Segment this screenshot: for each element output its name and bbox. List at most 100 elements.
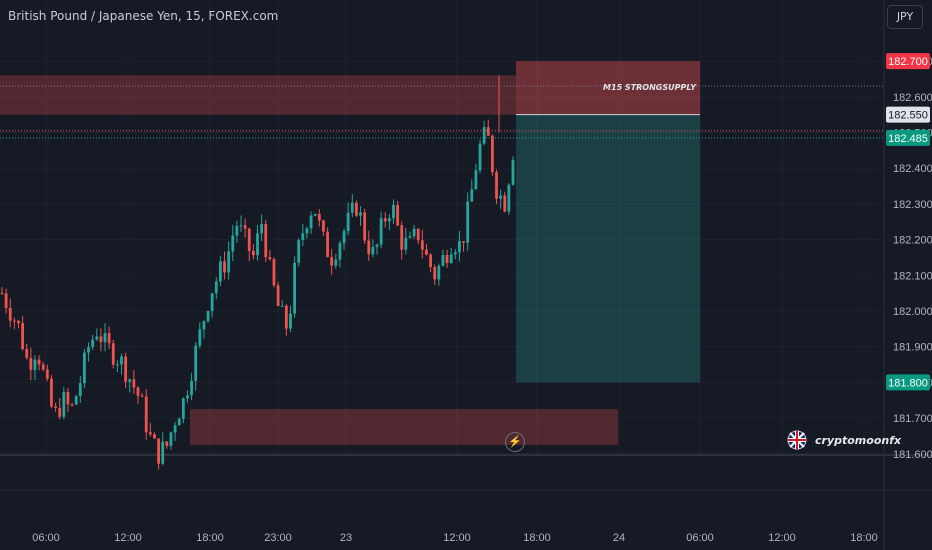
- candle-body: [210, 293, 214, 312]
- candle: [322, 219, 325, 236]
- candle: [486, 119, 490, 136]
- candle: [219, 255, 222, 286]
- candle: [190, 372, 193, 401]
- candle-body: [334, 259, 338, 266]
- candle-body: [453, 252, 457, 255]
- candle: [227, 241, 231, 280]
- candle-body: [490, 135, 494, 173]
- candle: [416, 228, 420, 245]
- candle: [181, 397, 185, 424]
- candle: [297, 238, 301, 267]
- candle-body: [21, 323, 25, 350]
- candle-body: [17, 320, 20, 324]
- candle-body: [25, 349, 29, 358]
- candle-body: [136, 387, 140, 396]
- candle-body: [400, 225, 404, 250]
- candle-body: [462, 241, 465, 243]
- candle-body: [0, 293, 4, 295]
- candle: [74, 395, 78, 406]
- candle-body: [33, 359, 37, 370]
- candle-body: [317, 213, 321, 221]
- symbol-legend: British Pound / Japanese Yen, 15, FOREX.…: [8, 9, 279, 23]
- candle: [420, 229, 424, 259]
- candle-body: [29, 357, 33, 370]
- candle-body: [313, 213, 317, 216]
- candle: [136, 386, 140, 405]
- candle: [161, 432, 165, 466]
- candle-body: [284, 305, 288, 329]
- candle-body: [470, 189, 474, 202]
- candle-body: [78, 383, 82, 397]
- price-tag-label: 182.550: [888, 110, 928, 122]
- candle: [272, 257, 276, 288]
- candle: [400, 221, 404, 260]
- candle-body: [169, 432, 173, 446]
- candle-body: [41, 364, 45, 370]
- candle: [305, 226, 309, 239]
- candle-body: [74, 396, 78, 405]
- candle-body: [474, 170, 478, 190]
- candle: [78, 375, 82, 404]
- candle-body: [111, 343, 115, 365]
- candle: [359, 206, 362, 227]
- candle-body: [499, 195, 503, 199]
- candle-body: [206, 311, 210, 322]
- candle-body: [305, 228, 309, 234]
- candle-body: [486, 127, 490, 136]
- price-tags: 182.700 182.550 182.485 181.800: [886, 53, 930, 391]
- lightning-icon[interactable]: ⚡: [505, 432, 525, 452]
- candle-body: [45, 369, 49, 379]
- candle-body: [177, 418, 181, 426]
- candle-body: [342, 231, 346, 244]
- candle-body: [326, 231, 329, 258]
- chart-zones: [0, 61, 700, 445]
- zone-red: [516, 61, 700, 115]
- zone-red: [0, 75, 516, 115]
- candle-body: [157, 438, 160, 464]
- candle: [206, 310, 210, 324]
- candle: [293, 256, 296, 318]
- y-tick-label: 182.000: [893, 306, 932, 318]
- candle: [301, 223, 305, 247]
- candle-body: [482, 127, 486, 144]
- candle-body: [425, 249, 428, 255]
- currency-button[interactable]: JPY: [887, 5, 923, 29]
- candle-body: [264, 224, 268, 258]
- candle: [214, 277, 218, 300]
- candle-body: [198, 329, 202, 346]
- candle-body: [223, 261, 226, 273]
- candle-body: [37, 359, 41, 365]
- candle-body: [445, 255, 449, 264]
- candle: [173, 422, 177, 441]
- candle-body: [309, 215, 313, 229]
- price-tag: [886, 374, 930, 391]
- candle: [111, 339, 115, 369]
- candle: [194, 342, 198, 391]
- candle-body: [507, 184, 511, 212]
- candle: [0, 287, 4, 295]
- candle: [458, 230, 461, 262]
- candle: [177, 417, 181, 426]
- candle: [83, 349, 86, 388]
- candle: [268, 250, 272, 261]
- y-tick-label: 181.900: [893, 342, 932, 354]
- candle: [495, 169, 498, 205]
- candle: [334, 253, 338, 269]
- zone-green: [516, 114, 700, 383]
- candle: [466, 192, 470, 251]
- candle: [404, 227, 408, 255]
- candle-body: [359, 212, 362, 216]
- candle-body: [276, 285, 280, 306]
- candle-body: [87, 347, 90, 353]
- candle: [115, 360, 119, 372]
- candle: [499, 189, 503, 209]
- candle: [445, 249, 449, 268]
- candle-body: [330, 257, 334, 266]
- price-tag-label: 181.800: [888, 377, 928, 389]
- watermark-text: cryptomoonfx: [815, 433, 902, 447]
- candle: [507, 183, 511, 216]
- candle: [260, 214, 264, 242]
- time-axis[interactable]: 06:00 12:00 18:00 23:00 23 12:00 18:00 24 06:00 1…: [32, 532, 878, 544]
